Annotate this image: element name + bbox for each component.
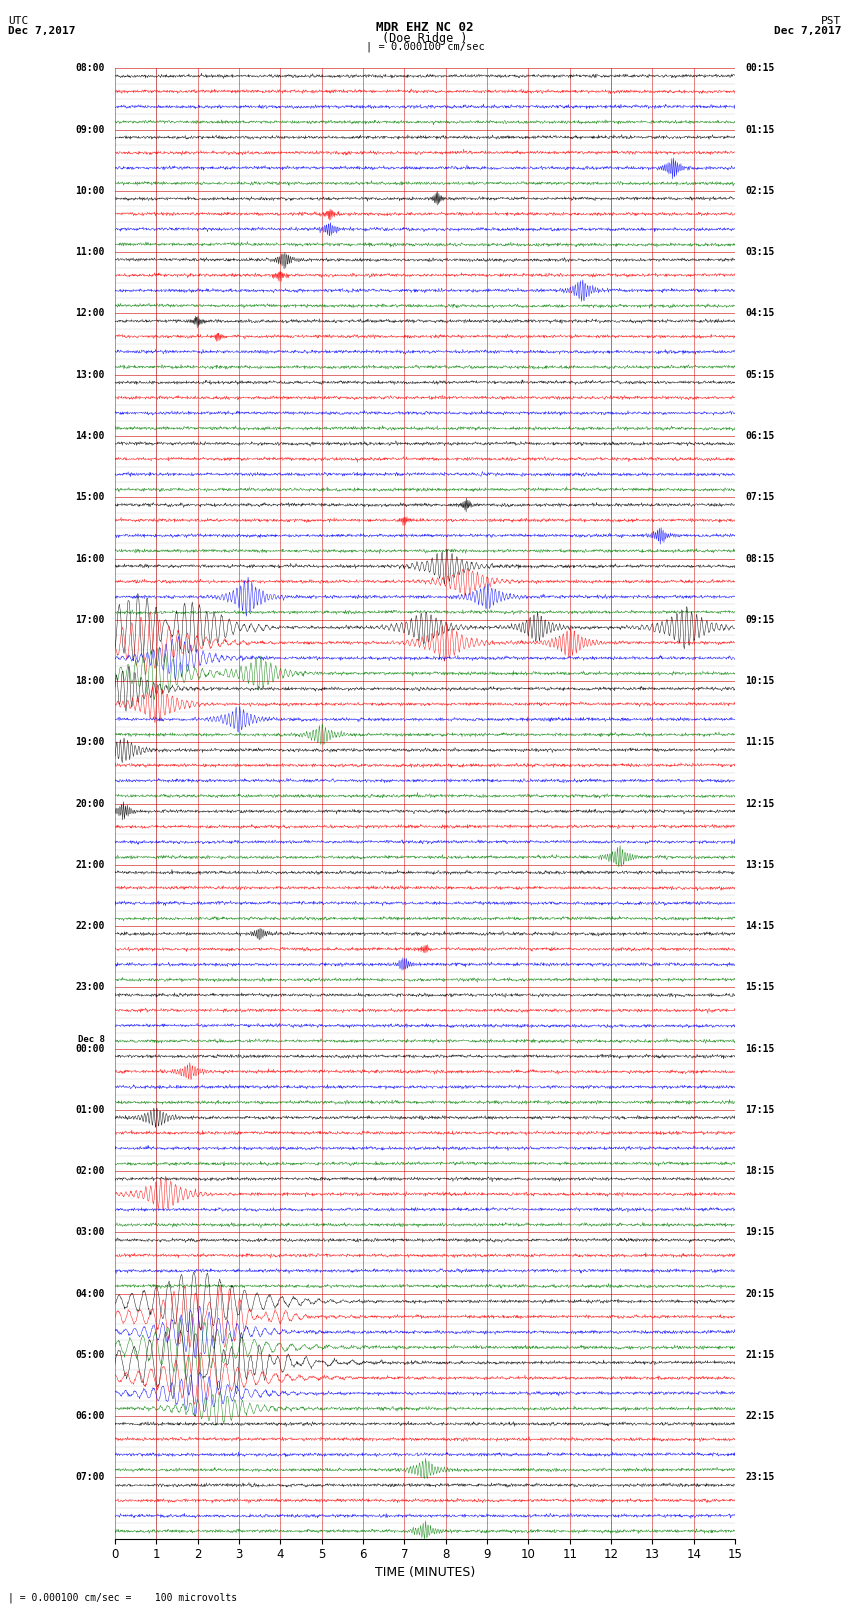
Text: 07:00: 07:00 — [75, 1473, 105, 1482]
Text: 15:15: 15:15 — [745, 982, 775, 992]
X-axis label: TIME (MINUTES): TIME (MINUTES) — [375, 1566, 475, 1579]
Text: | = 0.000100 cm/sec: | = 0.000100 cm/sec — [366, 42, 484, 53]
Text: 13:15: 13:15 — [745, 860, 775, 869]
Text: 21:15: 21:15 — [745, 1350, 775, 1360]
Text: 06:00: 06:00 — [75, 1411, 105, 1421]
Text: 17:00: 17:00 — [75, 615, 105, 624]
Text: 04:00: 04:00 — [75, 1289, 105, 1298]
Text: 01:15: 01:15 — [745, 124, 775, 134]
Text: 14:15: 14:15 — [745, 921, 775, 931]
Text: 19:00: 19:00 — [75, 737, 105, 747]
Text: 08:00: 08:00 — [75, 63, 105, 73]
Text: Dec 7,2017: Dec 7,2017 — [8, 26, 76, 35]
Text: 19:15: 19:15 — [745, 1227, 775, 1237]
Text: (Doe Ridge ): (Doe Ridge ) — [382, 32, 468, 45]
Text: 02:00: 02:00 — [75, 1166, 105, 1176]
Text: 22:00: 22:00 — [75, 921, 105, 931]
Text: 01:00: 01:00 — [75, 1105, 105, 1115]
Text: 11:15: 11:15 — [745, 737, 775, 747]
Text: 17:15: 17:15 — [745, 1105, 775, 1115]
Text: 20:15: 20:15 — [745, 1289, 775, 1298]
Text: 11:00: 11:00 — [75, 247, 105, 256]
Text: 03:00: 03:00 — [75, 1227, 105, 1237]
Text: 02:15: 02:15 — [745, 185, 775, 195]
Text: 10:15: 10:15 — [745, 676, 775, 686]
Text: 09:15: 09:15 — [745, 615, 775, 624]
Text: 10:00: 10:00 — [75, 185, 105, 195]
Text: Dec 8: Dec 8 — [77, 1036, 105, 1044]
Text: 22:15: 22:15 — [745, 1411, 775, 1421]
Text: 08:15: 08:15 — [745, 553, 775, 563]
Text: 03:15: 03:15 — [745, 247, 775, 256]
Text: 12:15: 12:15 — [745, 798, 775, 808]
Text: 13:00: 13:00 — [75, 369, 105, 379]
Text: 05:00: 05:00 — [75, 1350, 105, 1360]
Text: 04:15: 04:15 — [745, 308, 775, 318]
Text: 20:00: 20:00 — [75, 798, 105, 808]
Text: UTC: UTC — [8, 16, 29, 26]
Text: 07:15: 07:15 — [745, 492, 775, 502]
Text: 14:00: 14:00 — [75, 431, 105, 440]
Text: 00:00: 00:00 — [75, 1044, 105, 1053]
Text: 18:00: 18:00 — [75, 676, 105, 686]
Text: 12:00: 12:00 — [75, 308, 105, 318]
Text: 21:00: 21:00 — [75, 860, 105, 869]
Text: | = 0.000100 cm/sec =    100 microvolts: | = 0.000100 cm/sec = 100 microvolts — [8, 1592, 238, 1603]
Text: 09:00: 09:00 — [75, 124, 105, 134]
Text: 06:15: 06:15 — [745, 431, 775, 440]
Text: 05:15: 05:15 — [745, 369, 775, 379]
Text: 16:00: 16:00 — [75, 553, 105, 563]
Text: 16:15: 16:15 — [745, 1044, 775, 1053]
Text: PST: PST — [821, 16, 842, 26]
Text: 00:15: 00:15 — [745, 63, 775, 73]
Text: MDR EHZ NC 02: MDR EHZ NC 02 — [377, 21, 473, 34]
Text: Dec 7,2017: Dec 7,2017 — [774, 26, 842, 35]
Text: 23:00: 23:00 — [75, 982, 105, 992]
Text: 15:00: 15:00 — [75, 492, 105, 502]
Text: 23:15: 23:15 — [745, 1473, 775, 1482]
Text: 18:15: 18:15 — [745, 1166, 775, 1176]
